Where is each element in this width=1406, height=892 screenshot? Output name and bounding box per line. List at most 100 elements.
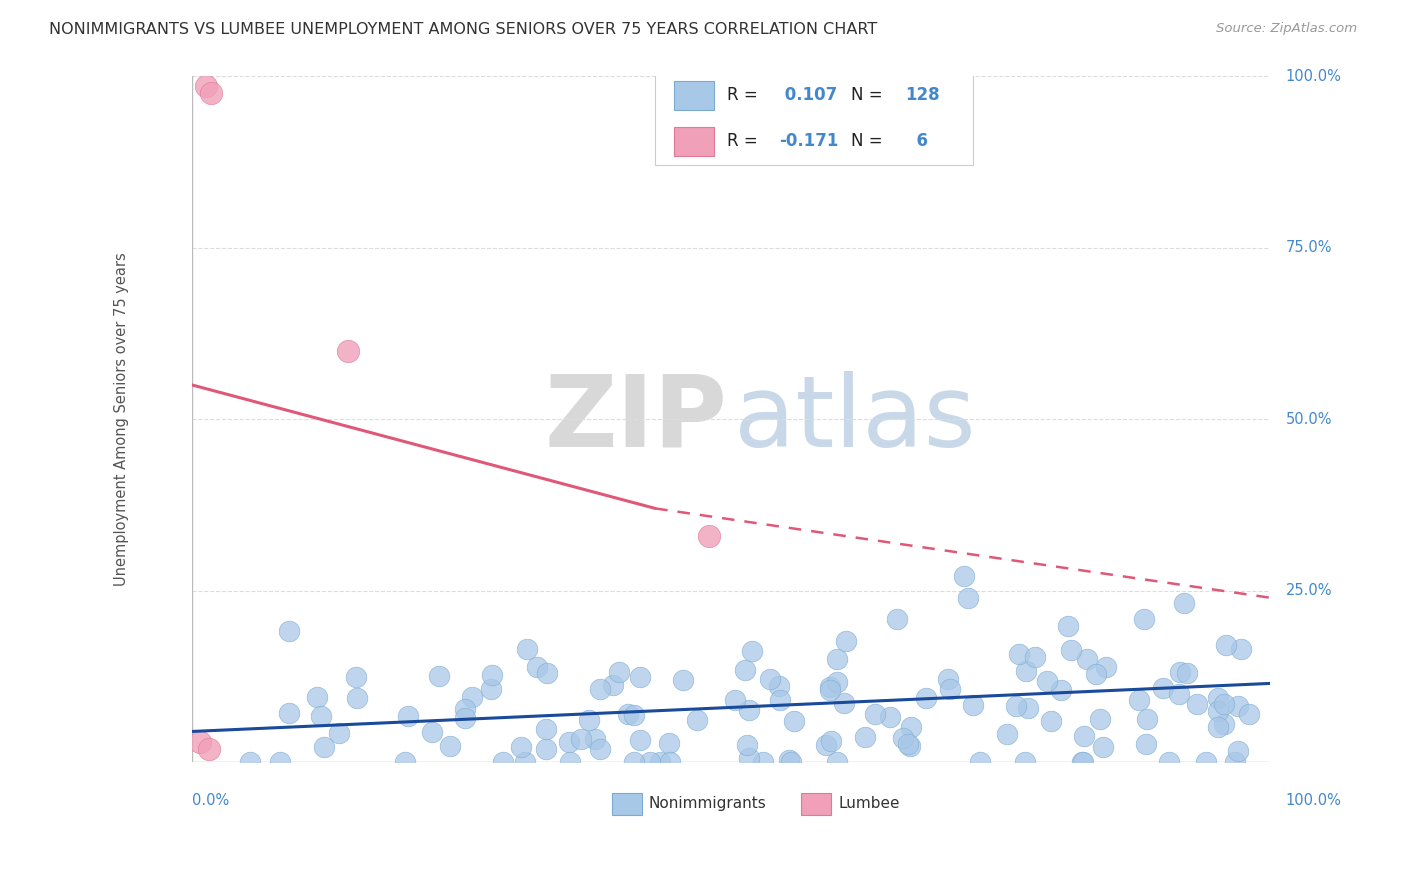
Point bbox=[578, 713, 600, 727]
Point bbox=[305, 690, 328, 704]
Point bbox=[957, 591, 980, 605]
Point bbox=[939, 681, 962, 696]
Point bbox=[818, 680, 841, 694]
Bar bbox=[673, 80, 714, 110]
Point bbox=[741, 644, 763, 658]
Point bbox=[1206, 704, 1229, 718]
Point bbox=[513, 755, 536, 769]
Point bbox=[658, 735, 681, 749]
Point bbox=[628, 669, 651, 683]
Point bbox=[277, 624, 299, 638]
Point bbox=[995, 727, 1018, 741]
Point bbox=[898, 739, 921, 754]
Point bbox=[738, 751, 761, 765]
Point bbox=[1091, 740, 1114, 755]
Point bbox=[1049, 682, 1071, 697]
Point bbox=[439, 739, 461, 754]
Point bbox=[835, 633, 858, 648]
Point bbox=[825, 651, 848, 665]
Text: Unemployment Among Seniors over 75 years: Unemployment Among Seniors over 75 years bbox=[114, 252, 129, 586]
Point bbox=[1024, 650, 1046, 665]
Point bbox=[1005, 698, 1028, 713]
Text: Lumbee: Lumbee bbox=[838, 796, 900, 811]
Point bbox=[1040, 714, 1063, 728]
Point bbox=[891, 731, 914, 746]
Text: 100.0%: 100.0% bbox=[1285, 69, 1341, 84]
Point bbox=[832, 696, 855, 710]
Point bbox=[461, 690, 484, 705]
Point bbox=[1008, 647, 1031, 661]
Point bbox=[534, 742, 557, 756]
Point bbox=[738, 703, 761, 717]
Point bbox=[1213, 717, 1236, 731]
Point bbox=[1175, 665, 1198, 680]
Point bbox=[1014, 755, 1036, 769]
Text: ZIP: ZIP bbox=[544, 371, 727, 467]
Point bbox=[1088, 712, 1111, 726]
Point bbox=[820, 733, 842, 747]
Point bbox=[588, 742, 610, 756]
Point bbox=[1195, 755, 1218, 769]
Point bbox=[607, 665, 630, 679]
Point bbox=[344, 670, 367, 684]
Text: Nonimmigrants: Nonimmigrants bbox=[648, 796, 766, 811]
Point bbox=[583, 731, 606, 746]
Point bbox=[1073, 755, 1095, 769]
Point bbox=[672, 673, 695, 688]
Point bbox=[648, 755, 671, 769]
Text: 25.0%: 25.0% bbox=[1285, 583, 1333, 599]
Point bbox=[453, 711, 475, 725]
Point bbox=[1133, 612, 1156, 626]
Point bbox=[198, 741, 221, 756]
Point bbox=[616, 707, 638, 722]
Text: R =: R = bbox=[727, 132, 763, 151]
Point bbox=[623, 707, 645, 722]
Text: 0.0%: 0.0% bbox=[191, 793, 229, 808]
Point bbox=[1167, 688, 1189, 702]
Point bbox=[734, 663, 756, 677]
Point bbox=[825, 674, 848, 689]
Point bbox=[865, 707, 887, 722]
Text: R =: R = bbox=[727, 87, 763, 104]
Point bbox=[879, 709, 901, 723]
Point bbox=[1095, 660, 1118, 674]
Point bbox=[239, 755, 262, 769]
Point bbox=[1206, 720, 1229, 734]
Point bbox=[1060, 642, 1083, 657]
Text: NONIMMIGRANTS VS LUMBEE UNEMPLOYMENT AMONG SENIORS OVER 75 YEARS CORRELATION CHA: NONIMMIGRANTS VS LUMBEE UNEMPLOYMENT AMO… bbox=[49, 22, 877, 37]
Text: 75.0%: 75.0% bbox=[1285, 240, 1333, 255]
Bar bbox=[673, 127, 714, 156]
Point bbox=[778, 753, 800, 767]
Point bbox=[1073, 729, 1095, 743]
Point bbox=[190, 735, 212, 749]
Point bbox=[396, 709, 419, 723]
Point bbox=[853, 731, 876, 745]
Point bbox=[1227, 744, 1250, 758]
Point bbox=[1215, 639, 1237, 653]
Point bbox=[1208, 691, 1230, 706]
Point bbox=[897, 737, 920, 751]
Point bbox=[724, 692, 747, 706]
Point bbox=[1212, 697, 1234, 711]
Point bbox=[526, 660, 548, 674]
Point bbox=[328, 726, 350, 740]
Point bbox=[516, 641, 538, 656]
Bar bbox=[612, 793, 643, 814]
Point bbox=[1157, 755, 1180, 769]
Point bbox=[814, 739, 837, 753]
Point bbox=[952, 569, 974, 583]
Point bbox=[915, 690, 938, 705]
Point bbox=[309, 709, 332, 723]
Text: N =: N = bbox=[852, 87, 889, 104]
Point bbox=[936, 673, 959, 687]
Point bbox=[962, 698, 984, 713]
Point bbox=[1229, 641, 1251, 656]
Point bbox=[534, 722, 557, 736]
Point bbox=[337, 343, 360, 358]
Point bbox=[602, 678, 624, 692]
Point bbox=[427, 669, 450, 683]
Text: Source: ZipAtlas.com: Source: ZipAtlas.com bbox=[1216, 22, 1357, 36]
Point bbox=[1084, 667, 1107, 681]
Text: 128: 128 bbox=[905, 87, 939, 104]
Point bbox=[269, 755, 291, 769]
